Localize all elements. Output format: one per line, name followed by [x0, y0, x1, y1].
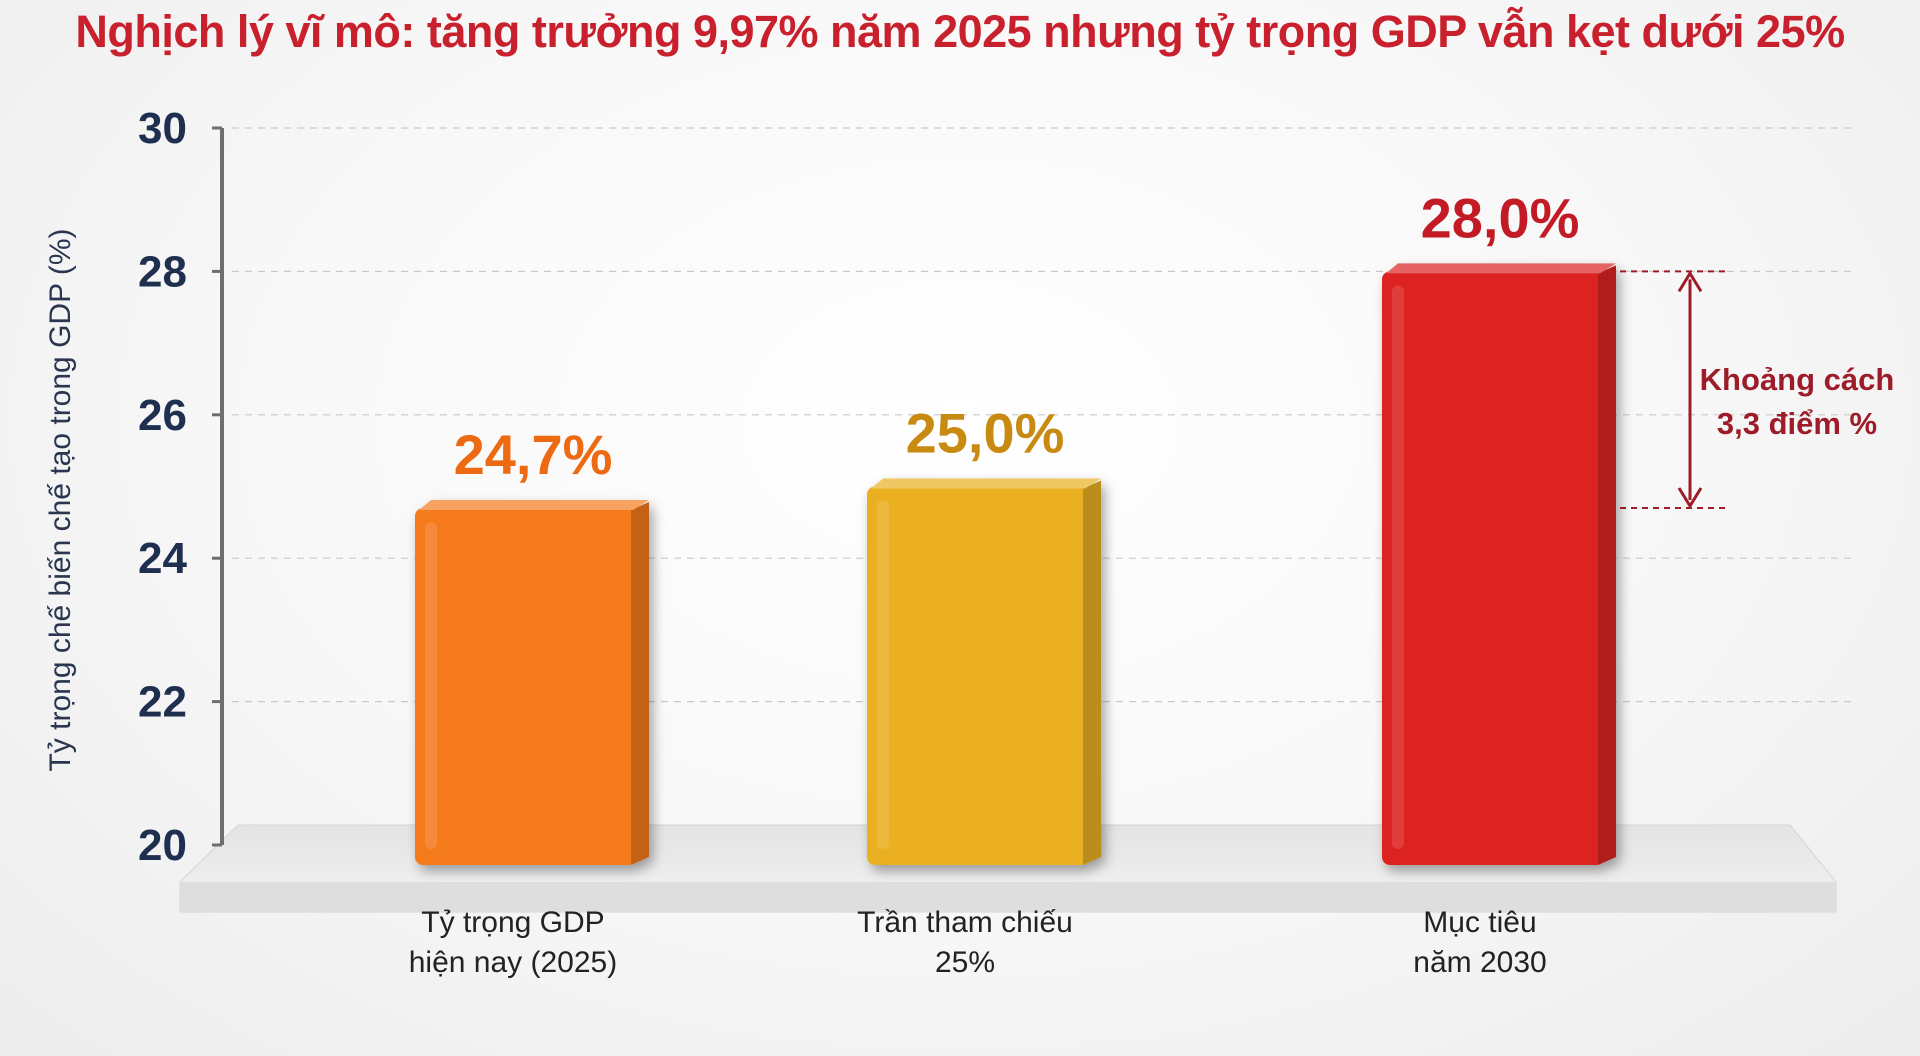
- bar-highlight: [425, 522, 437, 849]
- x-category-label: Trần tham chiếu 25%: [857, 906, 1073, 979]
- bar-top-face: [419, 500, 649, 511]
- bar-front-face: [415, 508, 637, 865]
- chart-base-edge: [180, 882, 1836, 912]
- gap-annotation-label: Khoảng cách 3,3 điểm %: [1700, 362, 1895, 441]
- chart-title: Nghịch lý vĩ mô: tăng trưởng 9,97% năm 2…: [75, 6, 1845, 57]
- bar-value-label: 25,0%: [906, 402, 1065, 465]
- bar-front-face: [867, 486, 1089, 865]
- bar-front-face: [1382, 271, 1604, 865]
- y-tick-label: 30: [138, 104, 187, 153]
- y-tick-label: 24: [138, 534, 187, 583]
- x-category-label: Tỷ trọng GDP hiện nay (2025): [409, 906, 617, 979]
- y-tick-label: 20: [138, 821, 187, 870]
- bar-highlight: [1392, 285, 1404, 849]
- bar-highlight: [877, 500, 889, 849]
- bar-top-face: [1386, 263, 1616, 274]
- bar-2: [867, 478, 1101, 865]
- x-category-label: Mục tiêu năm 2030: [1413, 906, 1546, 979]
- bar-value-label: 28,0%: [1421, 186, 1580, 249]
- bar-value-label: 24,7%: [454, 423, 613, 486]
- bar-1: [415, 500, 649, 865]
- y-tick-label: 26: [138, 391, 187, 440]
- gap-arrow-up-head: [1677, 270, 1703, 293]
- bar-3: [1382, 263, 1616, 865]
- bar-side-face: [1083, 480, 1101, 865]
- y-axis-label: Tỷ trọng chế biến chế tạo trong GDP (%): [44, 228, 77, 771]
- bar-side-face: [631, 502, 649, 865]
- gap-arrow-down-head: [1677, 487, 1703, 509]
- bar-top-face: [871, 478, 1101, 489]
- y-tick-label: 22: [138, 678, 187, 727]
- bar-side-face: [1598, 265, 1616, 865]
- gap-annotation: Khoảng cách 3,3 điểm %: [1620, 270, 1895, 510]
- y-tick-label: 28: [138, 247, 187, 296]
